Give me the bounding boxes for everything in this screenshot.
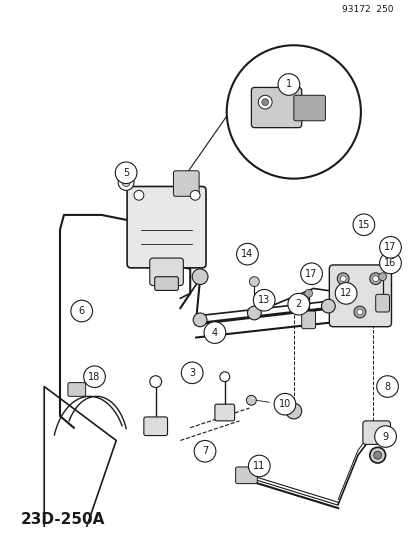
Circle shape [369, 273, 381, 285]
Circle shape [83, 366, 105, 387]
Circle shape [278, 74, 299, 95]
Text: 2: 2 [295, 299, 301, 309]
Text: 17: 17 [305, 269, 317, 279]
Circle shape [192, 269, 207, 285]
Circle shape [379, 237, 400, 258]
Circle shape [379, 252, 400, 274]
Circle shape [356, 309, 362, 315]
Circle shape [193, 313, 206, 327]
FancyBboxPatch shape [375, 294, 389, 312]
Text: 4: 4 [211, 328, 217, 337]
Circle shape [247, 306, 261, 320]
Text: 3: 3 [189, 368, 195, 378]
Text: 10: 10 [278, 399, 290, 409]
Circle shape [339, 276, 345, 281]
FancyBboxPatch shape [150, 258, 183, 286]
Circle shape [320, 299, 335, 313]
Circle shape [258, 95, 271, 109]
Circle shape [248, 455, 270, 477]
Circle shape [337, 273, 348, 285]
Circle shape [376, 376, 397, 397]
Circle shape [273, 393, 295, 415]
Circle shape [287, 293, 309, 315]
FancyBboxPatch shape [173, 171, 199, 196]
Text: 11: 11 [253, 461, 265, 471]
Text: 15: 15 [357, 220, 369, 230]
Circle shape [378, 273, 386, 281]
FancyBboxPatch shape [251, 87, 301, 127]
Circle shape [246, 395, 256, 405]
FancyBboxPatch shape [143, 417, 167, 435]
Circle shape [374, 426, 396, 447]
Circle shape [285, 403, 301, 419]
Text: 9: 9 [382, 432, 388, 441]
Text: 14: 14 [241, 249, 253, 259]
Text: 13: 13 [257, 295, 270, 305]
Text: 6: 6 [78, 306, 85, 316]
Circle shape [134, 190, 143, 200]
Text: 7: 7 [202, 446, 208, 456]
Circle shape [118, 175, 134, 190]
Circle shape [226, 45, 360, 179]
Circle shape [353, 306, 365, 318]
Text: 23D-250A: 23D-250A [21, 512, 104, 527]
Circle shape [219, 372, 229, 382]
FancyBboxPatch shape [68, 383, 85, 397]
Circle shape [352, 214, 374, 236]
FancyBboxPatch shape [154, 277, 178, 290]
Circle shape [372, 276, 378, 281]
Text: 16: 16 [383, 258, 396, 268]
Circle shape [194, 440, 215, 462]
Text: 8: 8 [384, 382, 389, 392]
FancyBboxPatch shape [301, 311, 315, 329]
Circle shape [181, 362, 202, 384]
Circle shape [335, 282, 356, 304]
Circle shape [373, 451, 381, 459]
Circle shape [304, 289, 312, 297]
Text: 5: 5 [123, 168, 129, 177]
Circle shape [115, 162, 137, 183]
FancyBboxPatch shape [328, 265, 391, 327]
Text: 18: 18 [88, 372, 100, 382]
Circle shape [150, 376, 161, 387]
Circle shape [71, 300, 93, 322]
Text: 17: 17 [383, 243, 396, 252]
Circle shape [300, 263, 322, 285]
FancyBboxPatch shape [293, 95, 325, 121]
FancyBboxPatch shape [214, 404, 234, 421]
Circle shape [236, 244, 258, 265]
FancyBboxPatch shape [362, 421, 389, 445]
Circle shape [253, 289, 274, 311]
Text: 93172  250: 93172 250 [341, 5, 392, 14]
Text: 12: 12 [339, 288, 351, 298]
Circle shape [249, 277, 259, 287]
Circle shape [369, 447, 385, 463]
Text: 1: 1 [285, 79, 291, 90]
Circle shape [261, 99, 268, 106]
Circle shape [122, 179, 130, 187]
Circle shape [190, 190, 199, 200]
Circle shape [204, 322, 225, 343]
FancyBboxPatch shape [127, 187, 206, 268]
FancyBboxPatch shape [235, 467, 257, 483]
